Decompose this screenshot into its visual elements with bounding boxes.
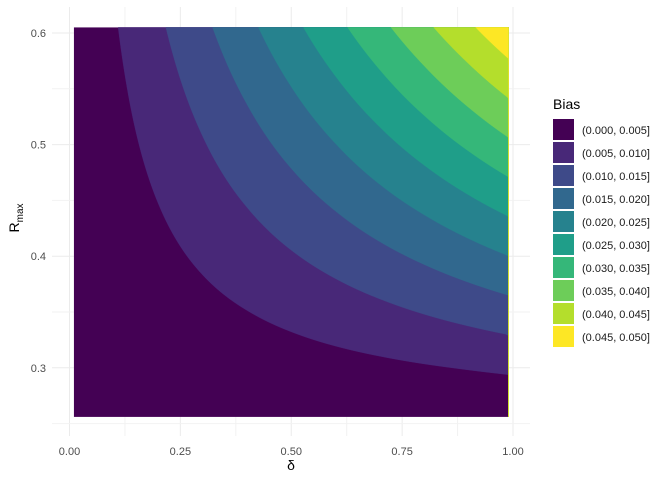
- legend-label: (0.015, 0.020]: [582, 194, 650, 206]
- x-tick-label: 0.25: [170, 446, 191, 458]
- x-axis-ticks: 0.00 0.25 0.50 0.75 1.00: [59, 446, 524, 458]
- legend-key-6: [553, 257, 574, 278]
- y-tick-label: 0.4: [31, 251, 46, 263]
- legend-label: (0.000, 0.005]: [582, 125, 650, 137]
- y-axis-title-main: R: [6, 222, 22, 232]
- y-axis-title: Rmax: [6, 203, 26, 232]
- x-axis-title: δ: [287, 457, 295, 473]
- legend: Bias (0.000, 0.005] (0.005, 0.010] (0.010,…: [553, 96, 650, 347]
- legend-title: Bias: [553, 96, 580, 112]
- legend-label: (0.040, 0.045]: [582, 309, 650, 321]
- x-tick-label: 0.00: [59, 446, 80, 458]
- y-tick-label: 0.6: [31, 28, 46, 40]
- y-axis-ticks: 0.3 0.4 0.5 0.6: [31, 28, 46, 375]
- legend-key-0: [553, 119, 574, 140]
- y-tick-label: 0.5: [31, 140, 46, 152]
- legend-label: (0.045, 0.050]: [582, 332, 650, 344]
- legend-label: (0.035, 0.040]: [582, 286, 650, 298]
- y-axis-title-subscript: max: [15, 203, 26, 222]
- legend-label: (0.020, 0.025]: [582, 217, 650, 229]
- x-tick-label: 0.50: [281, 446, 302, 458]
- legend-key-5: [553, 234, 574, 255]
- legend-key-7: [553, 280, 574, 301]
- legend-key-9: [553, 326, 574, 347]
- x-tick-label: 1.00: [502, 446, 523, 458]
- legend-key-3: [553, 188, 574, 209]
- legend-label: (0.025, 0.030]: [582, 240, 650, 252]
- legend-key-8: [553, 303, 574, 324]
- x-tick-label: 0.75: [391, 446, 412, 458]
- legend-key-1: [553, 142, 574, 163]
- contour-band-9: [475, 27, 509, 418]
- legend-label: (0.030, 0.035]: [582, 263, 650, 275]
- legend-label: (0.010, 0.015]: [582, 171, 650, 183]
- legend-key-4: [553, 211, 574, 232]
- legend-label: (0.005, 0.010]: [582, 148, 650, 160]
- y-tick-label: 0.3: [31, 363, 46, 375]
- legend-key-2: [553, 165, 574, 186]
- contour-bands: [73, 27, 509, 418]
